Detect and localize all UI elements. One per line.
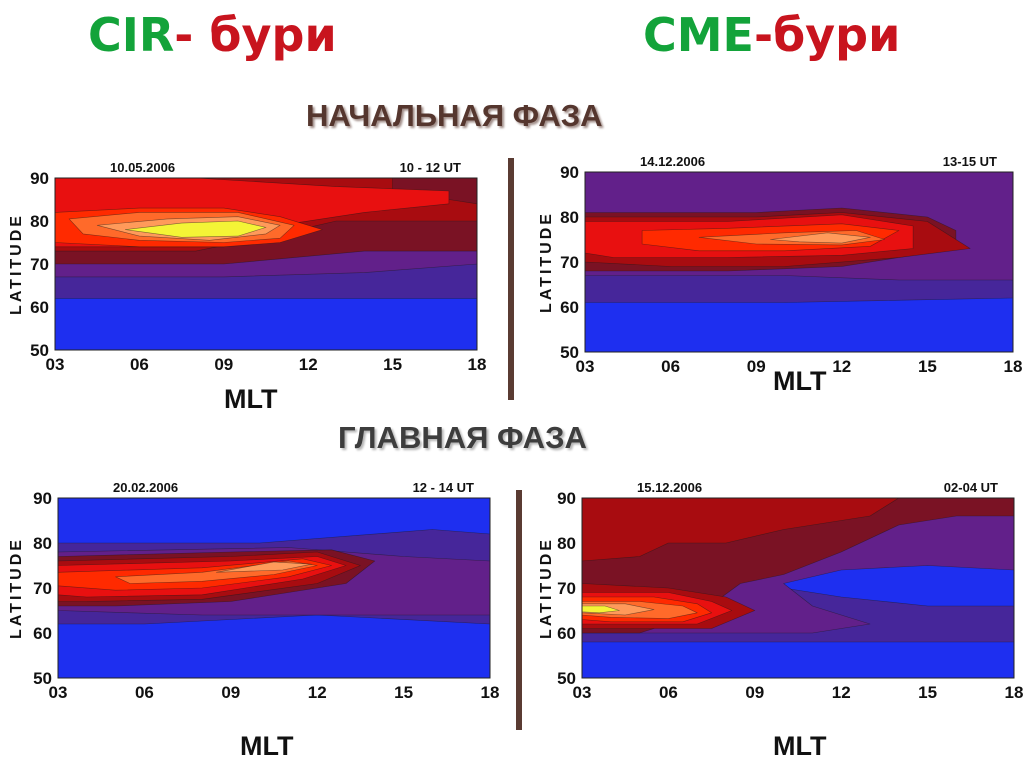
date-label: 20.02.2006	[113, 480, 178, 495]
y-tick-label: 50	[557, 669, 576, 688]
heatmap-layers	[58, 498, 490, 678]
x-tick-label: 12	[832, 683, 851, 702]
y-tick-label: 60	[560, 298, 579, 317]
y-axis-label: LATITUDE	[8, 213, 25, 315]
x-tick-label: 09	[745, 683, 764, 702]
y-tick-label: 90	[557, 489, 576, 508]
y-tick-label: 50	[560, 343, 579, 362]
x-tick-label: 09	[221, 683, 240, 702]
contour-level-8	[125, 220, 267, 238]
x-tick-label: 06	[661, 357, 680, 376]
bottom-divider	[516, 490, 522, 730]
main-phase-heading: ГЛАВНАЯ ФАЗА	[338, 420, 587, 455]
y-tick-label: 80	[560, 208, 579, 227]
y-tick-label: 50	[33, 669, 52, 688]
x-tick-label: 18	[1004, 357, 1023, 376]
contour-level-3	[582, 498, 900, 562]
x-tick-label: 06	[130, 355, 149, 374]
x-tick-label: 15	[918, 357, 937, 376]
y-tick-label: 50	[30, 341, 49, 360]
plot-frame	[581, 497, 1015, 679]
heatmap-cir-main: 03 06 09 12 15 18 90 80 70 60 50 LATITUDE 20.02.2006…	[8, 480, 500, 702]
x-tick-label: 18	[481, 683, 500, 702]
cme-dash: -	[753, 8, 774, 62]
x-tick-label: 09	[214, 355, 233, 374]
x-tick-label: 12	[308, 683, 327, 702]
cir-prefix: CIR	[88, 8, 175, 62]
plot-frame	[584, 171, 1014, 353]
contour-level-9	[582, 605, 620, 614]
x-tick-label: 15	[918, 683, 937, 702]
y-tick-label: 60	[30, 298, 49, 317]
y-tick-label: 60	[33, 624, 52, 643]
x-tick-label: 15	[383, 355, 402, 374]
y-tick-label: 80	[33, 534, 52, 553]
ut-range-label: 12 - 14 UT	[413, 480, 474, 495]
y-axis-label: LATITUDE	[538, 537, 555, 639]
date-label: 15.12.2006	[637, 480, 702, 495]
y-tick-label: 80	[30, 212, 49, 231]
x-tick-label: 06	[659, 683, 678, 702]
heatmap-cme-initial: 03 06 09 12 15 18 90 80 70 60 50 LATITUDE 14.12.2006…	[538, 154, 1023, 376]
ut-range-label: 13-15 UT	[943, 154, 997, 169]
mlt-label: MLT	[773, 366, 827, 396]
y-tick-label: 90	[33, 489, 52, 508]
heatmap-cme-main: 03 06 09 12 15 18 90 80 70 60 50 LATITUDE 15.12.2006…	[538, 480, 1024, 702]
x-tick-label: 03	[49, 683, 68, 702]
y-axis-label: LATITUDE	[538, 211, 555, 313]
heatmap-layers	[55, 178, 477, 350]
x-tick-label: 15	[394, 683, 413, 702]
top-divider	[508, 158, 514, 400]
cir-storms-title: CIR- бури	[88, 8, 337, 62]
date-label: 14.12.2006	[640, 154, 705, 169]
cme-storms-title: CME-бури	[643, 8, 900, 62]
heatmap-layers	[585, 172, 1013, 352]
plot-frame	[54, 177, 478, 351]
contour-level-7	[770, 232, 871, 244]
x-tick-label: 18	[468, 355, 487, 374]
plot-frame	[57, 497, 491, 679]
x-tick-label: 06	[135, 683, 154, 702]
ut-range-label: 02-04 UT	[944, 480, 998, 495]
y-tick-label: 70	[557, 579, 576, 598]
y-tick-label: 80	[557, 534, 576, 553]
cir-word: бури	[209, 8, 337, 62]
y-tick-label: 70	[33, 579, 52, 598]
y-tick-label: 90	[560, 163, 579, 182]
heatmap-cir-initial: 03 06 09 12 15 18 90 80 70 60 50 LATITUDE 10.05.2006…	[8, 160, 487, 374]
contour-level-7	[216, 561, 312, 573]
y-tick-label: 60	[557, 624, 576, 643]
x-tick-label: 18	[1005, 683, 1024, 702]
cme-word: бури	[773, 8, 901, 62]
mlt-label: MLT	[224, 384, 278, 414]
y-tick-label: 70	[30, 255, 49, 274]
x-tick-label: 12	[832, 357, 851, 376]
x-tick-label: 09	[747, 357, 766, 376]
x-tick-label: 03	[46, 355, 65, 374]
x-tick-label: 03	[576, 357, 595, 376]
mlt-label: MLT	[240, 731, 294, 761]
initial-phase-heading: НАЧАЛЬНАЯ ФАЗА	[306, 98, 603, 133]
y-tick-label: 70	[560, 253, 579, 272]
cme-prefix: CME	[643, 8, 754, 62]
date-label: 10.05.2006	[110, 160, 175, 175]
y-tick-label: 90	[30, 169, 49, 188]
cir-dash: -	[174, 8, 210, 62]
heatmap-layers	[582, 498, 1014, 678]
ut-range-label: 10 - 12 UT	[400, 160, 461, 175]
mlt-label: MLT	[773, 731, 827, 761]
y-axis-label: LATITUDE	[8, 537, 25, 639]
x-tick-label: 03	[573, 683, 592, 702]
x-tick-label: 12	[299, 355, 318, 374]
